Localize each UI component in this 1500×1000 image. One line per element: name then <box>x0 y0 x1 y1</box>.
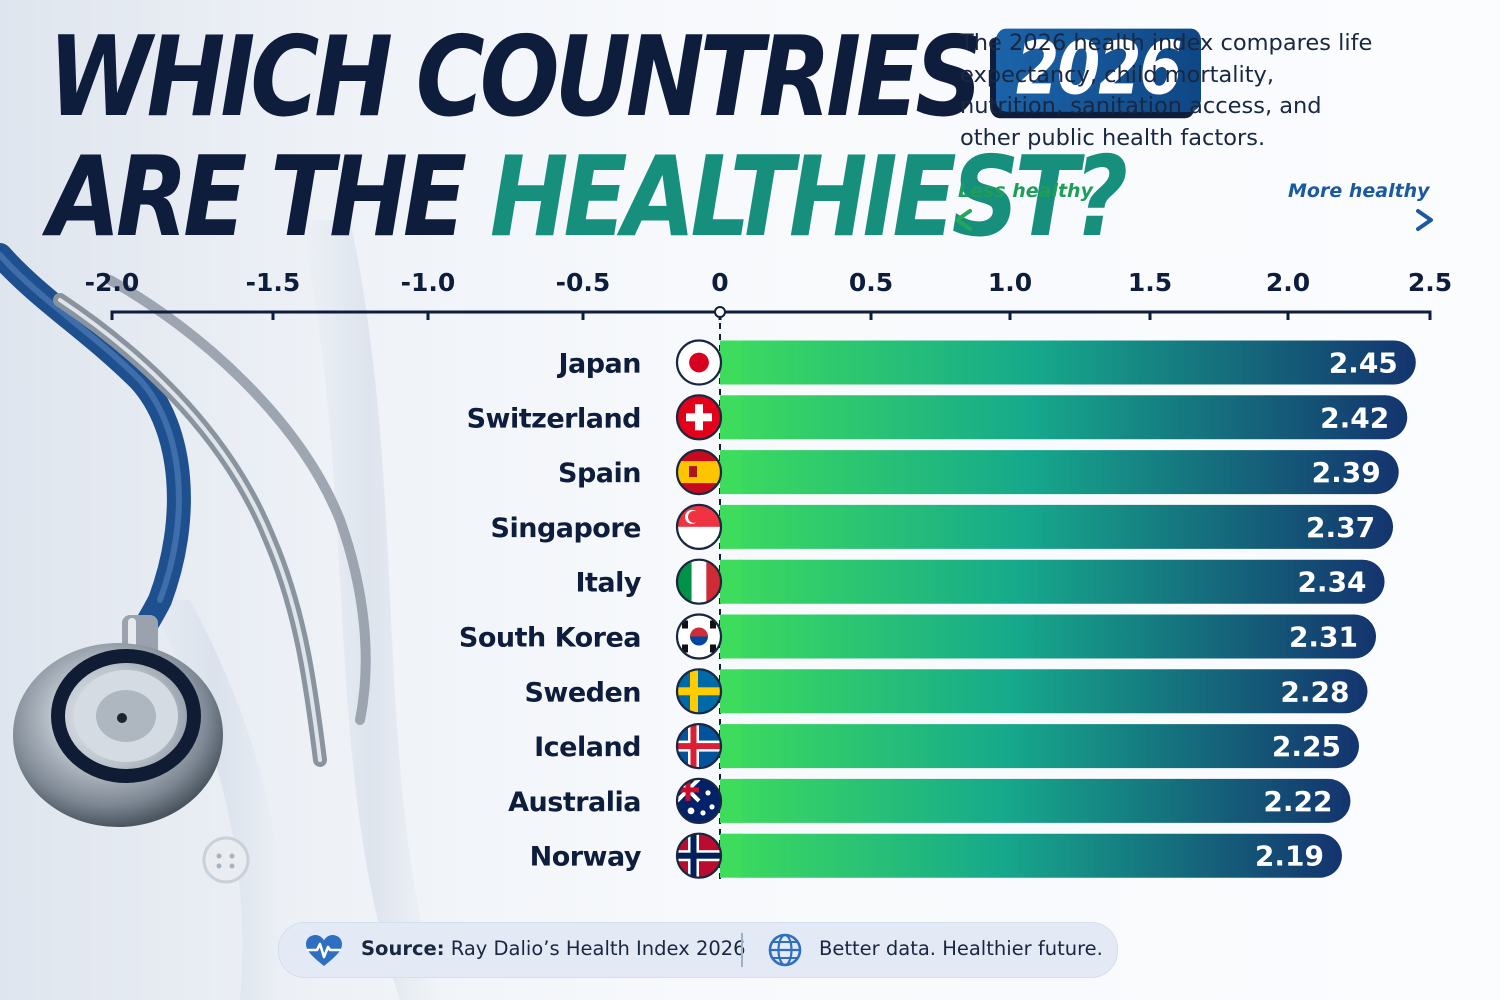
country-label: Australia <box>508 787 641 818</box>
x-axis-line <box>110 310 1432 320</box>
x-tick-label: 2.0 <box>1266 268 1310 297</box>
japan-flag <box>675 339 723 386</box>
spain-flag <box>675 449 723 496</box>
page-title: WHICH COUNTRIES 2026 ARE THE HEALTHIEST? <box>48 17 1201 259</box>
country-label: Singapore <box>491 513 641 544</box>
country-label: Iceland <box>534 732 641 763</box>
bar-flat-start <box>720 340 742 385</box>
footer-tagline: Better data. Healthier future. <box>819 937 1103 960</box>
country-label: Norway <box>530 842 642 873</box>
source-text: Source: Ray Dalio’s Health Index 2026 <box>361 937 746 960</box>
bar-flat-start <box>720 504 742 549</box>
iceland-flag <box>675 722 723 770</box>
bar-flat-start <box>720 450 742 495</box>
bar-south-korea <box>720 614 1377 659</box>
footer-divider <box>741 933 743 967</box>
singapore-flag <box>675 503 723 551</box>
title-line-2: ARE THE <box>48 133 467 263</box>
bar-value-label: 2.45 <box>1329 347 1398 380</box>
switzerland-flag <box>675 394 723 441</box>
chart-description: The 2026 health index compares life expe… <box>960 30 1373 151</box>
bar-japan <box>720 340 1416 385</box>
bar-value-label: 2.19 <box>1255 840 1324 873</box>
x-tick-label: 0 <box>711 268 728 297</box>
bar-sweden <box>720 669 1368 714</box>
bar-flat-start <box>720 559 742 604</box>
bar-singapore <box>720 504 1394 549</box>
x-tick-label: 0.5 <box>849 268 893 297</box>
bar-flat-start <box>720 669 742 714</box>
bar-flat-start <box>720 833 742 878</box>
bar-flat-start <box>720 614 742 659</box>
norway-flag <box>675 832 723 879</box>
title-accent: HEALTHIEST? <box>489 133 1128 263</box>
more-healthy-label: More healthy <box>1288 180 1430 202</box>
bar-value-label: 2.28 <box>1280 675 1349 708</box>
x-tick-label: 1.0 <box>988 268 1032 297</box>
bar-value-label: 2.25 <box>1272 730 1341 763</box>
x-tick-label: -1.5 <box>246 268 301 297</box>
source-name: Ray Dalio’s Health Index 2026 <box>450 937 746 960</box>
country-label: Switzerland <box>467 403 641 434</box>
bar-australia <box>720 778 1351 823</box>
sweden-flag <box>675 668 723 715</box>
bar-spain <box>720 450 1399 495</box>
title-line-1: WHICH COUNTRIES <box>48 13 983 142</box>
bar-value-label: 2.42 <box>1320 401 1389 434</box>
south-korea-flag <box>675 613 723 660</box>
bar-value-label: 2.22 <box>1263 785 1332 818</box>
country-label: South Korea <box>459 623 641 654</box>
x-tick-label: -1.0 <box>401 268 456 297</box>
source-footer: Source: Ray Dalio’s Health Index 2026 Be… <box>278 922 1118 978</box>
country-label: Sweden <box>524 677 641 708</box>
bar-iceland <box>720 724 1359 769</box>
bar-flat-start <box>720 778 742 823</box>
x-tick-label: 1.5 <box>1128 268 1172 297</box>
heartbeat-icon <box>306 935 342 966</box>
bar-flat-start <box>720 395 742 440</box>
australia-flag <box>675 777 723 825</box>
health-scale-arrow <box>955 209 1433 231</box>
x-tick-label: -0.5 <box>556 268 611 297</box>
x-tick-label: 2.5 <box>1408 268 1452 297</box>
less-healthy-label: Less healthy <box>958 180 1093 202</box>
globe-icon <box>768 933 802 967</box>
country-label: Italy <box>575 568 641 599</box>
country-label: Japan <box>556 349 641 380</box>
x-tick-label: -2.0 <box>85 268 140 297</box>
bar-norway <box>720 833 1342 878</box>
bar-value-label: 2.31 <box>1289 621 1358 654</box>
bar-italy <box>720 559 1385 604</box>
bar-value-label: 2.37 <box>1306 511 1375 544</box>
bar-flat-start <box>720 724 742 769</box>
year-badge: 2026 <box>996 28 1201 112</box>
italy-flag <box>675 558 723 605</box>
country-label: Spain <box>558 458 641 489</box>
bar-switzerland <box>720 395 1408 440</box>
source-label: Source: <box>361 937 445 960</box>
bar-value-label: 2.34 <box>1297 566 1366 599</box>
zero-marker <box>714 306 726 318</box>
bar-value-label: 2.39 <box>1312 456 1381 489</box>
